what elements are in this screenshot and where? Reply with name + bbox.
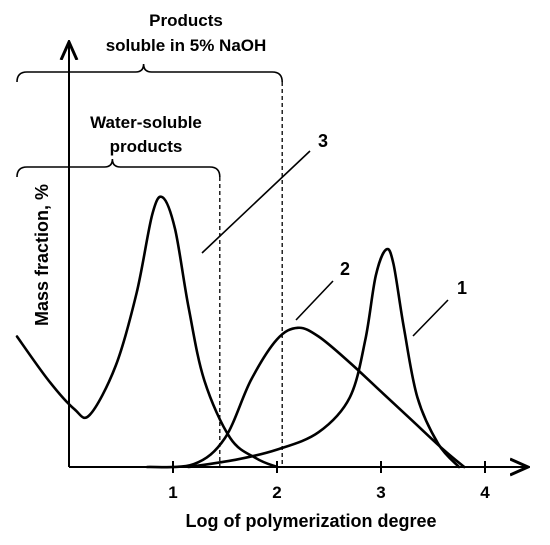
series-1-line xyxy=(187,247,461,469)
x-axis-title: Log of polymerization degree xyxy=(185,511,436,531)
x-tick-label-4: 4 xyxy=(480,483,490,502)
water-bracket-label-2: products xyxy=(110,137,183,156)
series-layer: 1 2 3 xyxy=(15,131,467,469)
naoh-bracket-label-1: Products xyxy=(149,11,223,30)
series-2-line xyxy=(145,326,466,469)
series-2-label: 2 xyxy=(340,259,350,279)
series-3-label: 3 xyxy=(318,131,328,151)
series-3-leader xyxy=(201,150,311,254)
naoh-bracket xyxy=(16,63,283,83)
series-1-label: 1 xyxy=(457,278,467,298)
water-bracket-label-1: Water-soluble xyxy=(90,113,202,132)
water-bracket xyxy=(16,158,221,178)
annotation-layer xyxy=(16,63,283,467)
y-axis-title: Mass fraction, % xyxy=(32,184,52,326)
series-3-line xyxy=(15,195,279,469)
series-1-leader xyxy=(412,299,449,337)
x-tick-label-1: 1 xyxy=(168,483,177,502)
x-tick-label-2: 2 xyxy=(272,483,281,502)
series-2-leader xyxy=(295,280,334,321)
naoh-bracket-label-2: soluble in 5% NaOH xyxy=(106,36,267,55)
x-tick-label-3: 3 xyxy=(376,483,385,502)
x-ticks: 1 2 3 4 xyxy=(168,461,490,502)
